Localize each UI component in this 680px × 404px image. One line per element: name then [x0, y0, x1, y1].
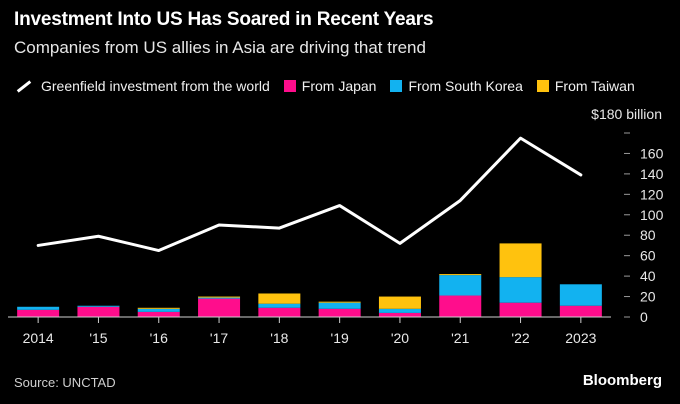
bar-segment	[137, 308, 180, 312]
legend-item-world: Greenfield investment from the world	[14, 78, 270, 94]
bar-segment	[137, 311, 180, 317]
x-tick-label: '20	[391, 330, 409, 346]
bar-segment	[77, 305, 120, 307]
bar-segment	[378, 312, 421, 317]
legend-label-japan: From Japan	[301, 78, 377, 94]
legend: Greenfield investment from the world Fro…	[14, 78, 649, 94]
bar-segment	[499, 277, 542, 303]
bar-segment	[439, 274, 482, 276]
bar-segment	[499, 243, 542, 278]
legend-item-south-korea: From South Korea	[390, 78, 523, 94]
x-tick-label: '15	[89, 330, 107, 346]
source-note: Source: UNCTAD	[14, 375, 116, 390]
x-tick-label: '17	[210, 330, 228, 346]
bar-segment	[559, 305, 602, 317]
bar-segment	[499, 302, 542, 317]
taiwan-swatch-icon	[536, 80, 549, 92]
x-tick-label: '21	[451, 330, 469, 346]
legend-item-taiwan: From Taiwan	[536, 78, 635, 94]
bar-segment	[318, 301, 361, 303]
y-tick-label: 100	[640, 207, 664, 223]
bloomberg-logo: Bloomberg	[582, 372, 662, 389]
x-tick-label: '16	[150, 330, 168, 346]
series-line-world	[36, 136, 583, 253]
bar-segment	[258, 307, 301, 317]
bar-segment	[17, 309, 60, 317]
bar-segment	[137, 307, 180, 309]
x-tick-label: 2014	[23, 330, 54, 346]
x-tick-label: '19	[331, 330, 349, 346]
y-tick-label: 20	[640, 289, 656, 305]
bar-segment	[198, 297, 241, 299]
bar-segment	[258, 293, 301, 304]
y-tick-label: 160	[640, 145, 664, 161]
bar-segment	[439, 295, 482, 317]
bar-segment	[559, 284, 602, 306]
x-tick-label: 2023	[565, 330, 596, 346]
chart-subtitle: Companies from US allies in Asia are dri…	[14, 38, 426, 57]
bar-segment	[17, 306, 60, 310]
y-tick-label: 140	[640, 166, 664, 182]
bar-segment	[318, 302, 361, 309]
japan-swatch-icon	[283, 80, 296, 92]
legend-label-world: Greenfield investment from the world	[41, 78, 270, 94]
south-korea-swatch-icon	[390, 80, 403, 92]
bar-segment	[318, 308, 361, 317]
legend-label-south-korea: From South Korea	[408, 78, 523, 94]
bar-segment	[439, 275, 482, 296]
x-tick-label: '18	[270, 330, 288, 346]
bar-segment	[198, 296, 241, 298]
bar-segment	[378, 308, 421, 313]
y-tick-label: 0	[640, 309, 648, 325]
y-tick-label: 120	[640, 186, 664, 202]
legend-label-taiwan: From Taiwan	[554, 78, 635, 94]
y-tick-label: $180 billion	[591, 106, 662, 122]
bar-segment	[258, 303, 301, 308]
y-tick-label: 40	[640, 268, 656, 284]
bar-segment	[198, 298, 241, 317]
y-tick-label: 60	[640, 248, 656, 264]
chart-title: Investment Into US Has Soared in Recent …	[14, 9, 434, 30]
x-tick-label: '22	[511, 330, 529, 346]
bar-segment	[77, 306, 120, 317]
bar-segment	[378, 296, 421, 309]
y-tick-label: 80	[640, 227, 656, 243]
legend-item-japan: From Japan	[283, 78, 377, 94]
